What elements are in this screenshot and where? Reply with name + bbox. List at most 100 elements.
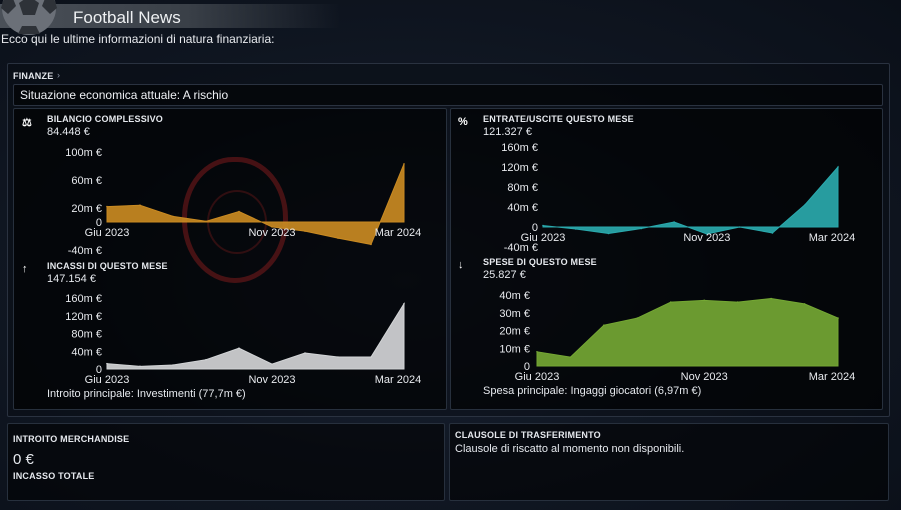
transfer-clauses-text: Clausole di riscatto al momento non disp… xyxy=(455,443,685,455)
transfer-clauses-panel: CLAUSOLE DI TRASFERIMENTO Clausole di ri… xyxy=(449,423,889,501)
y-tick-label: 0 xyxy=(524,361,530,373)
data-point xyxy=(370,356,372,358)
data-point xyxy=(304,352,306,354)
data-point xyxy=(738,226,741,228)
data-point xyxy=(106,205,108,208)
income-value: 147.154 € xyxy=(47,273,96,285)
data-point xyxy=(238,210,240,213)
data-point xyxy=(703,299,706,302)
data-point xyxy=(403,302,405,305)
y-tick-label: 0 xyxy=(96,364,102,376)
arrow-down-icon: ↓ xyxy=(458,259,464,271)
y-tick-label: -40m € xyxy=(68,245,102,257)
inout-value: 121.327 € xyxy=(483,126,532,138)
total-income-label: INCASSO TOTALE xyxy=(13,471,95,481)
y-tick-label: 160m € xyxy=(65,293,102,305)
data-point xyxy=(736,301,739,303)
data-point xyxy=(172,215,174,218)
data-point xyxy=(205,358,207,361)
data-point xyxy=(803,303,806,305)
expenses-title: SPESE DI QUESTO MESE xyxy=(483,257,597,267)
data-point xyxy=(574,228,577,230)
data-point xyxy=(603,324,605,326)
data-point xyxy=(172,364,174,366)
data-point xyxy=(238,347,240,349)
inout-title: ENTRATE/USCITE QUESTO MESE xyxy=(483,114,634,124)
percent-icon: % xyxy=(458,116,468,128)
x-tick-label: Giu 2023 xyxy=(85,374,130,386)
data-point xyxy=(771,232,774,234)
y-tick-label: -40m € xyxy=(504,242,538,254)
data-point xyxy=(636,317,639,319)
app-title: Football News xyxy=(73,8,181,27)
header-bar: Football News xyxy=(0,0,901,35)
data-point xyxy=(205,220,207,223)
transfer-clauses-title: CLAUSOLE DI TRASFERIMENTO xyxy=(455,430,601,440)
football-icon xyxy=(1,0,57,35)
chevron-right-icon[interactable]: › xyxy=(57,70,60,80)
y-tick-label: 80m € xyxy=(71,329,102,341)
intro-text: Ecco qui le ultime informazioni di natur… xyxy=(1,32,275,46)
y-tick-label: 120m € xyxy=(65,311,102,323)
expenses-value: 25.827 € xyxy=(483,269,526,281)
y-tick-label: 120m € xyxy=(501,162,538,174)
income-main-note: Introito principale: Investimenti (77,7m… xyxy=(47,388,246,400)
y-tick-label: 0 xyxy=(532,222,538,234)
data-point xyxy=(770,297,772,300)
finance-status-text: Situazione economica attuale: A rischio xyxy=(20,88,229,102)
y-tick-label: 100m € xyxy=(65,147,102,159)
data-point xyxy=(106,362,108,365)
data-point xyxy=(837,166,839,168)
data-point xyxy=(139,204,141,206)
series-area xyxy=(536,298,839,367)
y-tick-label: 20m € xyxy=(71,203,102,215)
x-tick-label: Mar 2024 xyxy=(375,374,421,386)
data-point xyxy=(304,230,306,232)
y-tick-label: 40m € xyxy=(507,202,538,214)
scale-icon: ⚖ xyxy=(22,117,32,129)
merchandise-panel: INTROITO MERCHANDISE 0 € INCASSO TOTALE xyxy=(7,423,445,501)
x-tick-label: Giu 2023 xyxy=(85,227,130,239)
y-tick-label: 40m € xyxy=(499,290,530,302)
y-tick-label: 30m € xyxy=(499,308,530,320)
y-tick-label: 160m € xyxy=(501,142,538,154)
merchandise-title: INTROITO MERCHANDISE xyxy=(13,434,130,444)
x-tick-label: Mar 2024 xyxy=(809,232,855,244)
y-tick-label: 60m € xyxy=(71,175,102,187)
arrow-up-icon: ↑ xyxy=(22,263,28,275)
finance-section-label[interactable]: FINANZE xyxy=(13,71,54,81)
x-tick-label: Nov 2023 xyxy=(683,232,730,244)
data-point xyxy=(403,163,405,165)
data-point xyxy=(837,317,839,319)
data-point xyxy=(337,356,339,358)
balance-value: 84.448 € xyxy=(47,126,90,138)
data-point xyxy=(673,221,675,223)
data-point xyxy=(804,203,807,206)
y-tick-label: 40m € xyxy=(71,346,102,358)
data-point xyxy=(669,301,672,303)
x-tick-label: Nov 2023 xyxy=(681,371,728,383)
data-point xyxy=(542,224,544,227)
data-point xyxy=(370,243,372,246)
data-point xyxy=(139,365,141,368)
data-point xyxy=(706,233,708,235)
x-tick-label: Mar 2024 xyxy=(809,371,855,383)
data-point xyxy=(337,237,339,239)
merchandise-value: 0 € xyxy=(13,451,34,468)
data-point xyxy=(607,232,610,235)
x-tick-label: Nov 2023 xyxy=(248,374,295,386)
x-tick-label: Giu 2023 xyxy=(515,371,560,383)
y-tick-label: 0 xyxy=(96,217,102,229)
data-point xyxy=(569,356,572,358)
expenses-main-note: Spesa principale: Ingaggi giocatori (6,9… xyxy=(483,385,702,397)
y-tick-label: 80m € xyxy=(507,182,538,194)
data-point xyxy=(271,363,273,365)
y-tick-label: 20m € xyxy=(499,326,530,338)
data-point xyxy=(271,226,273,228)
finance-status-bar: Situazione economica attuale: A rischio xyxy=(13,84,883,106)
income-title: INCASSI DI QUESTO MESE xyxy=(47,261,168,271)
